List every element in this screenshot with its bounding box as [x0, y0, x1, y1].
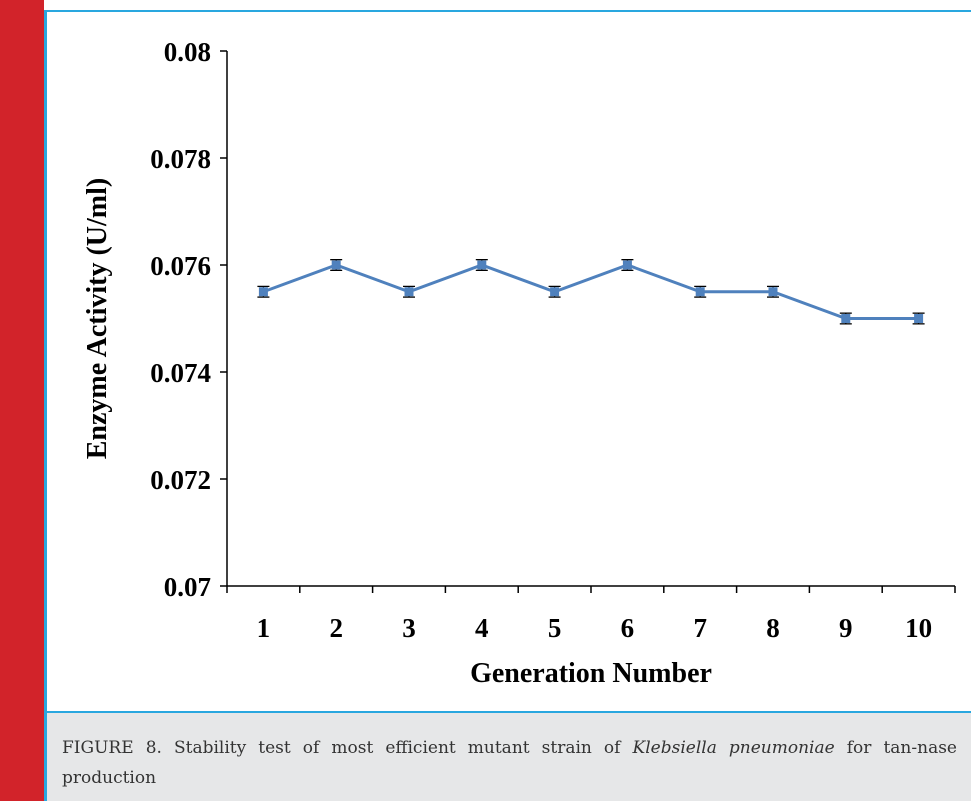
y-tick-label: 0.076: [150, 251, 211, 281]
caption-species: Klebsiella pneumoniae: [632, 738, 835, 758]
x-tick-label: 1: [257, 613, 271, 643]
data-point: [695, 287, 705, 297]
series-line: [262, 263, 919, 320]
y-tick-label: 0.074: [150, 358, 211, 388]
x-tick-label: 10: [905, 613, 932, 643]
red-accent-bar: [0, 0, 44, 801]
figure-caption: FIGURE 8. Stability test of most efficie…: [47, 711, 971, 801]
blue-border-top: [44, 10, 971, 12]
x-axis-title: Generation Number: [470, 658, 712, 689]
data-point: [404, 287, 414, 297]
y-tick-label: 0.072: [150, 465, 211, 495]
x-tick-label: 8: [766, 613, 780, 643]
data-point: [331, 260, 341, 270]
data-point: [914, 314, 924, 323]
caption-prefix: FIGURE 8. Stability test of most efficie…: [62, 738, 633, 758]
data-point: [550, 287, 560, 297]
x-tick-label: 2: [329, 613, 343, 643]
blue-border-left: [44, 10, 47, 801]
y-tick-label: 0.08: [164, 37, 211, 67]
y-axis-title: Enzyme Activity (U/ml): [82, 178, 113, 460]
x-tick-label: 4: [475, 613, 489, 643]
y-tick-label: 0.07: [164, 572, 211, 602]
chart-panel: 0.07 0.072 0.074 0.076 0.078 0.08 1 2 3 4 5 6 7 8 9 10 G…: [47, 12, 971, 711]
x-tick-label: 7: [693, 613, 707, 643]
caption-suffix: for tan-nase production: [62, 738, 957, 788]
y-tick-label: 0.078: [150, 144, 211, 174]
data-point: [258, 287, 268, 297]
x-tick-label: 9: [839, 613, 853, 643]
data-point: [477, 260, 487, 270]
line-chart: 0.07 0.072 0.074 0.076 0.078 0.08 1 2 3 4 5 6 7 8 9 10 G…: [82, 37, 956, 689]
x-tick-label: 3: [402, 613, 416, 643]
data-point: [622, 260, 632, 270]
x-tick-label: 5: [548, 613, 562, 643]
data-point: [768, 287, 778, 297]
data-point: [841, 314, 851, 323]
x-tick-label: 6: [621, 613, 635, 643]
caption-text: FIGURE 8. Stability test of most efficie…: [62, 733, 957, 793]
